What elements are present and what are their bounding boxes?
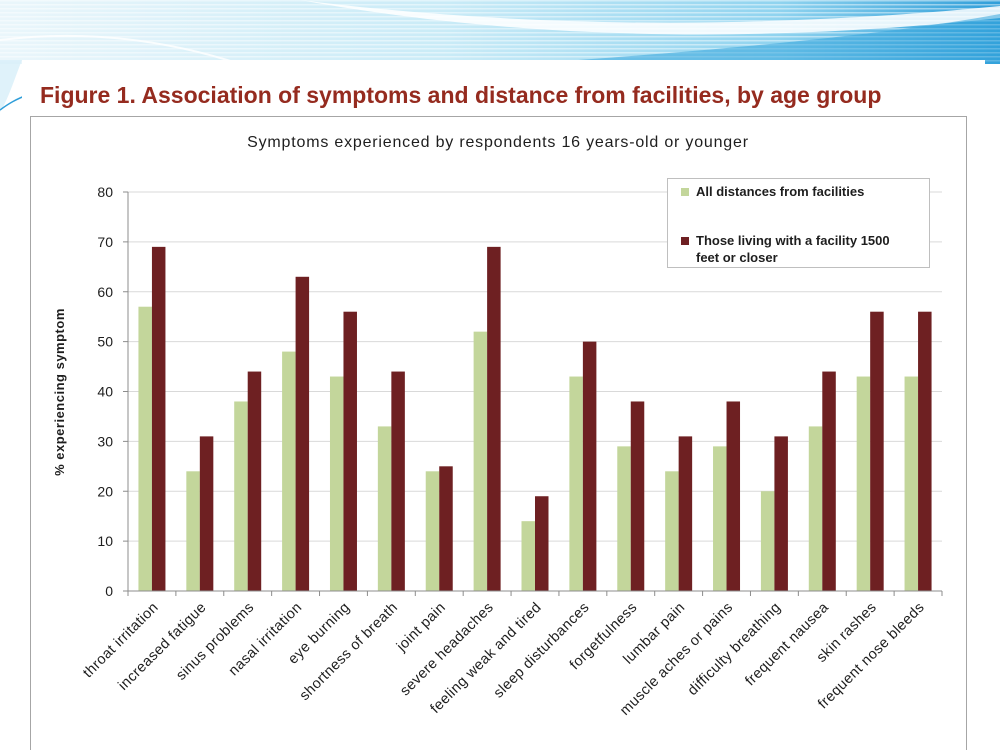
y-tick-label: 80	[97, 184, 113, 200]
wave-corner-fill	[0, 60, 22, 112]
y-tick-label: 10	[97, 533, 113, 549]
y-tick-label: 60	[97, 284, 113, 300]
bar-within-1500-feet-lumbar-pain	[678, 436, 693, 591]
y-tick-label: 30	[97, 433, 113, 449]
bar-within-1500-feet-severe-headaches	[487, 246, 501, 592]
bar-all-distances-increased-fatigue	[186, 471, 200, 591]
legend-item-all-distances: All distances from facilities	[668, 183, 929, 219]
bar-within-1500-feet-eye-burning	[343, 311, 357, 591]
bar-all-distances-muscle-aches-or-pains	[713, 446, 727, 591]
bar-all-distances-frequent-nose-bleeds	[904, 376, 919, 591]
bar-within-1500-feet-frequent-nausea	[822, 371, 836, 591]
bar-within-1500-feet-throat-irritation	[151, 246, 166, 592]
chart-legend: All distances from facilities Those livi…	[667, 178, 930, 268]
bar-within-1500-feet-nasal-irritation	[295, 276, 310, 591]
wave-swoosh	[300, 0, 1000, 35]
gridlines	[128, 191, 942, 542]
legend-label: All distances from facilities	[696, 184, 865, 199]
y-tick-label: 70	[97, 234, 113, 250]
bar-within-1500-feet-frequent-nose-bleeds	[918, 311, 932, 591]
bar-all-distances-throat-irritation	[138, 306, 152, 591]
bar-within-1500-feet-skin-rashes	[870, 311, 884, 591]
bar-all-distances-nasal-irritation	[282, 351, 296, 591]
bar-all-distances-skin-rashes	[856, 376, 871, 591]
bar-within-1500-feet-muscle-aches-or-pains	[726, 401, 741, 591]
bar-all-distances-frequent-nausea	[808, 426, 823, 591]
bar-within-1500-feet-shortness-of-breath	[391, 371, 405, 591]
y-tick-label: 20	[97, 483, 113, 499]
bars	[138, 246, 932, 592]
x-category-label: increased fatigue	[115, 600, 209, 694]
bar-all-distances-difficulty-breathing	[760, 491, 775, 591]
bar-all-distances-eye-burning	[329, 376, 344, 591]
y-tick-label: 50	[97, 334, 113, 350]
y-axis-label: % experiencing symptom	[52, 308, 67, 476]
bar-within-1500-feet-forgetfulness	[630, 401, 645, 591]
legend-item-within-1500-feet: Those living with a facility 1500 feet o…	[668, 232, 929, 268]
bar-within-1500-feet-joint-pain	[439, 466, 453, 591]
bar-all-distances-shortness-of-breath	[377, 426, 392, 591]
bar-all-distances-forgetfulness	[617, 446, 631, 591]
bar-all-distances-severe-headaches	[473, 331, 488, 591]
x-category-label: frequent nausea	[742, 599, 832, 689]
header-wave-decoration	[0, 0, 1000, 112]
figure-title: Figure 1. Association of symptoms and di…	[40, 82, 882, 108]
legend-swatch-within-1500-feet	[681, 237, 689, 245]
bar-all-distances-feeling-weak-and-tired	[521, 521, 535, 591]
bar-all-distances-lumbar-pain	[665, 471, 679, 591]
x-category-label: shortness of breath	[297, 600, 401, 704]
y-tick-label: 40	[97, 384, 113, 400]
bar-within-1500-feet-sleep-disturbances	[582, 341, 597, 591]
bar-within-1500-feet-feeling-weak-and-tired	[535, 496, 549, 591]
bar-all-distances-joint-pain	[425, 471, 440, 591]
bar-within-1500-feet-sinus-problems	[247, 371, 262, 591]
chart-title: Symptoms experienced by respondents 16 y…	[247, 134, 749, 151]
x-category-label: difficulty breathing	[685, 600, 784, 699]
bar-within-1500-feet-increased-fatigue	[199, 436, 214, 591]
wave-band-deep	[520, 14, 1000, 64]
axes: 0 10 20 30 40 50 60 70 80	[97, 184, 943, 599]
bar-all-distances-sinus-problems	[234, 401, 248, 591]
y-tick-label: 0	[105, 583, 113, 599]
x-category-label: severe headaches	[397, 600, 497, 700]
bar-all-distances-sleep-disturbances	[569, 376, 583, 591]
legend-swatch-all-distances	[681, 188, 689, 196]
wave-highlight	[0, 34, 241, 65]
bar-within-1500-feet-difficulty-breathing	[774, 436, 788, 591]
legend-label: Those living with a facility 1500 feet o…	[696, 233, 890, 265]
